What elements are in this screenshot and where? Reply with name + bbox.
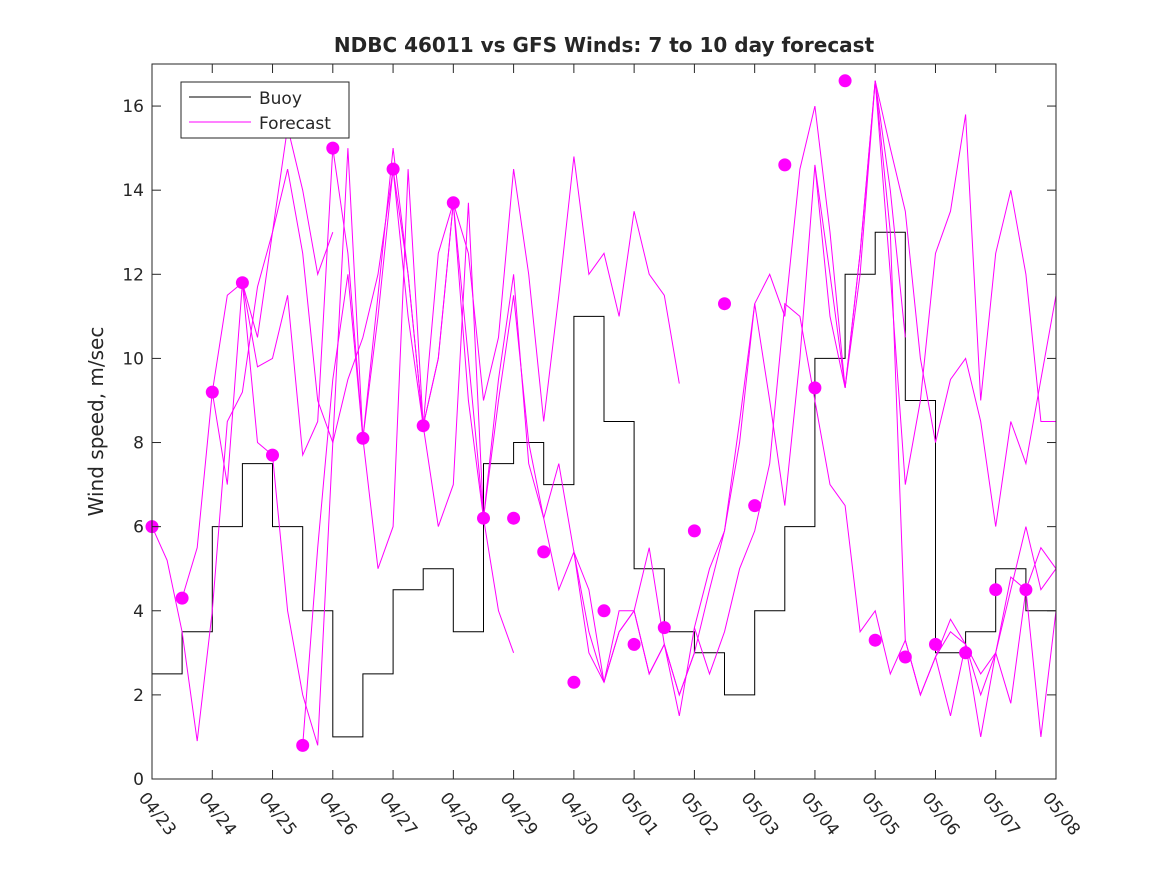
forecast-point xyxy=(296,738,310,752)
forecast-point xyxy=(235,276,249,290)
forecast-point xyxy=(808,381,822,395)
y-tick-label: 4 xyxy=(133,602,144,622)
forecast-point xyxy=(386,162,400,176)
forecast-point xyxy=(507,511,521,525)
axes-frame xyxy=(151,63,1057,780)
forecast-point xyxy=(898,650,912,664)
forecast-run-line-13 xyxy=(935,546,1057,675)
y-tick-label: 16 xyxy=(122,97,144,117)
legend: Buoy Forecast xyxy=(180,81,350,139)
y-tick-label: 0 xyxy=(133,770,144,790)
forecast-point xyxy=(416,419,430,433)
forecast-point xyxy=(1019,583,1033,597)
chart-title: NDBC 46011 vs GFS Winds: 7 to 10 day for… xyxy=(334,33,875,57)
forecast-point xyxy=(718,297,731,311)
forecast-point xyxy=(929,637,942,651)
forecast-run-line-1 xyxy=(151,126,334,742)
forecast-run-line-11 xyxy=(814,80,1056,485)
forecast-point xyxy=(868,633,882,647)
forecast-point xyxy=(266,448,279,462)
y-tick-label: 12 xyxy=(122,265,144,285)
legend-forecast-label: Forecast xyxy=(259,114,331,134)
forecast-run-line-4 xyxy=(241,148,515,746)
forecast-run-line-7 xyxy=(452,156,680,422)
forecast-point xyxy=(657,621,671,635)
forecast-point xyxy=(205,385,219,399)
y-axis-label: Wind speed, m/sec xyxy=(84,327,108,517)
y-tick-label: 10 xyxy=(122,349,144,369)
forecast-point xyxy=(959,646,973,660)
forecast-point xyxy=(537,545,551,559)
series-layer xyxy=(145,74,1057,752)
y-tick-label: 8 xyxy=(133,434,144,454)
forecast-point xyxy=(477,511,490,525)
y-tick-label: 14 xyxy=(122,181,144,201)
y-tick-label: 6 xyxy=(133,518,144,538)
forecast-run-line-10 xyxy=(754,80,1057,527)
y-tick-label: 2 xyxy=(133,686,144,706)
forecast-point xyxy=(838,74,852,88)
forecast-point xyxy=(446,196,460,210)
forecast-point xyxy=(326,141,340,155)
forecast-run-line-2 xyxy=(181,168,394,599)
forecast-point xyxy=(687,524,701,538)
forecast-point xyxy=(627,637,641,651)
legend-box xyxy=(180,81,350,139)
buoy-series-line xyxy=(152,231,1057,738)
forecast-point xyxy=(597,604,611,618)
forecast-point xyxy=(748,499,762,513)
forecast-point xyxy=(778,158,792,172)
legend-buoy-label: Buoy xyxy=(259,89,302,109)
forecast-point xyxy=(356,431,370,445)
forecast-point xyxy=(567,675,581,689)
forecast-point xyxy=(175,591,189,605)
forecast-point xyxy=(989,583,1003,597)
